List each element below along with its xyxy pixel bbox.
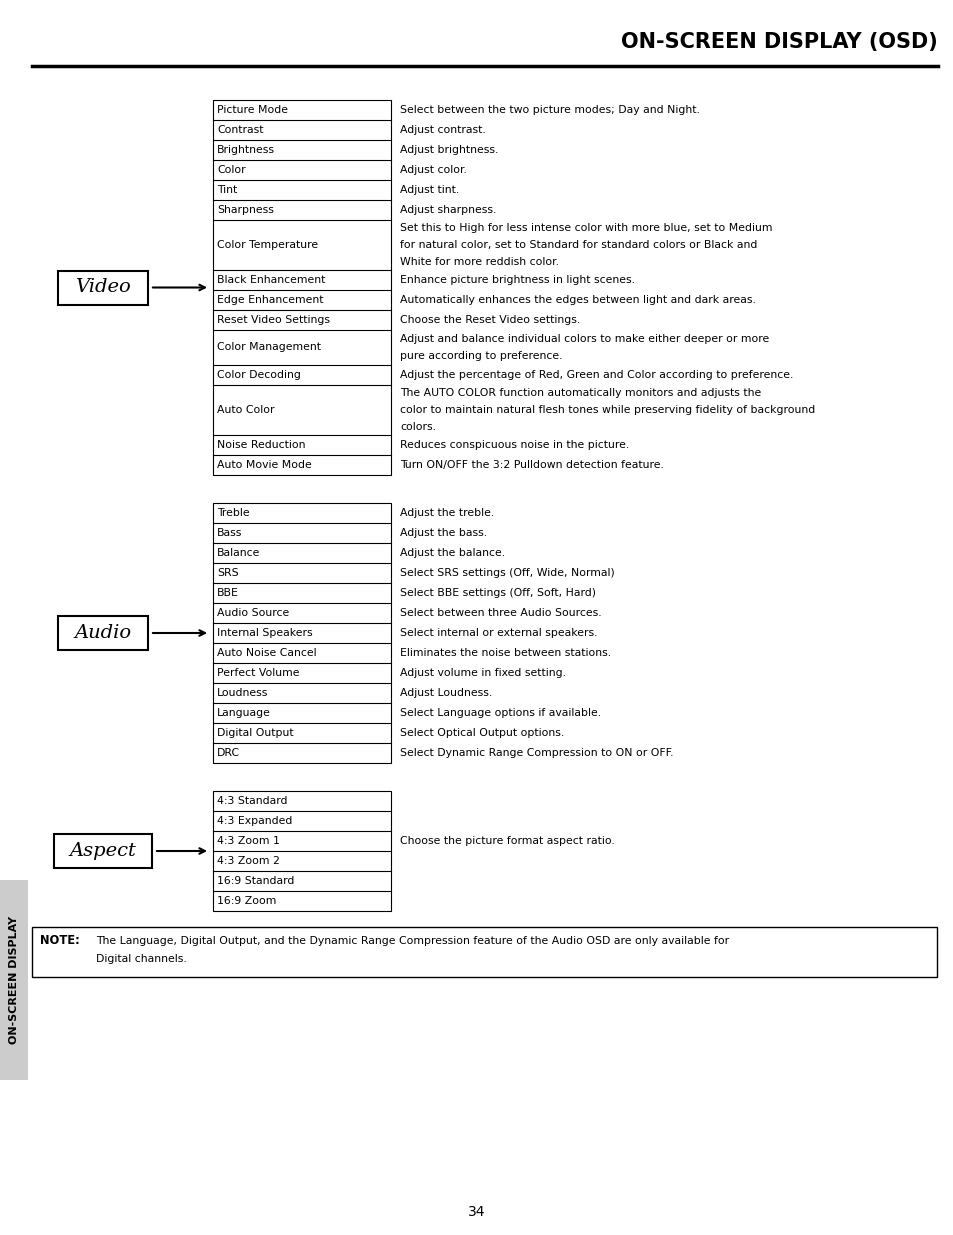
- Text: Edge Enhancement: Edge Enhancement: [216, 295, 323, 305]
- Bar: [58, 270, 148, 305]
- Text: Select BBE settings (Off, Soft, Hard): Select BBE settings (Off, Soft, Hard): [399, 588, 596, 598]
- Text: Turn ON/OFF the 3:2 Pulldown detection feature.: Turn ON/OFF the 3:2 Pulldown detection f…: [399, 459, 663, 471]
- Text: Select Language options if available.: Select Language options if available.: [399, 708, 600, 718]
- Text: Loudness: Loudness: [216, 688, 268, 698]
- Text: Select between three Audio Sources.: Select between three Audio Sources.: [399, 608, 601, 618]
- Text: SRS: SRS: [216, 568, 238, 578]
- Text: Adjust the balance.: Adjust the balance.: [399, 548, 504, 558]
- Text: Internal Speakers: Internal Speakers: [216, 629, 313, 638]
- Text: Aspect: Aspect: [70, 842, 136, 860]
- Text: Adjust contrast.: Adjust contrast.: [399, 125, 485, 135]
- Text: Select SRS settings (Off, Wide, Normal): Select SRS settings (Off, Wide, Normal): [399, 568, 614, 578]
- Text: Color Decoding: Color Decoding: [216, 370, 300, 380]
- Bar: [213, 790, 391, 911]
- Text: Color: Color: [216, 165, 245, 175]
- Text: Contrast: Contrast: [216, 125, 263, 135]
- Text: Brightness: Brightness: [216, 144, 274, 156]
- Text: color to maintain natural flesh tones while preserving fidelity of background: color to maintain natural flesh tones wh…: [399, 405, 815, 415]
- Text: Select Dynamic Range Compression to ON or OFF.: Select Dynamic Range Compression to ON o…: [399, 748, 673, 758]
- Text: Choose the Reset Video settings.: Choose the Reset Video settings.: [399, 315, 579, 325]
- Text: 4:3 Zoom 2: 4:3 Zoom 2: [216, 856, 279, 866]
- Bar: [213, 503, 391, 763]
- Text: Adjust color.: Adjust color.: [399, 165, 466, 175]
- Text: Black Enhancement: Black Enhancement: [216, 275, 325, 285]
- Text: colors.: colors.: [399, 421, 436, 432]
- Text: ON-SCREEN DISPLAY (OSD): ON-SCREEN DISPLAY (OSD): [620, 32, 937, 52]
- Bar: [54, 834, 152, 868]
- Text: NOTE:: NOTE:: [40, 935, 80, 947]
- Text: Color Temperature: Color Temperature: [216, 240, 317, 249]
- Text: Tint: Tint: [216, 185, 237, 195]
- Text: Adjust the bass.: Adjust the bass.: [399, 529, 487, 538]
- Text: 4:3 Zoom 1: 4:3 Zoom 1: [216, 836, 279, 846]
- Text: Reset Video Settings: Reset Video Settings: [216, 315, 330, 325]
- Text: ON-SCREEN DISPLAY: ON-SCREEN DISPLAY: [9, 916, 19, 1044]
- Text: Language: Language: [216, 708, 271, 718]
- Text: Adjust the percentage of Red, Green and Color according to preference.: Adjust the percentage of Red, Green and …: [399, 370, 793, 380]
- Text: Adjust tint.: Adjust tint.: [399, 185, 458, 195]
- Bar: [58, 616, 148, 650]
- Text: The Language, Digital Output, and the Dynamic Range Compression feature of the A: The Language, Digital Output, and the Dy…: [96, 936, 728, 946]
- Text: Noise Reduction: Noise Reduction: [216, 440, 305, 450]
- Text: White for more reddish color.: White for more reddish color.: [399, 257, 558, 267]
- Text: Adjust the treble.: Adjust the treble.: [399, 508, 494, 517]
- Bar: [0, 881, 28, 1079]
- Text: pure according to preference.: pure according to preference.: [399, 351, 562, 362]
- Text: Set this to High for less intense color with more blue, set to Medium: Set this to High for less intense color …: [399, 224, 772, 233]
- Text: Auto Color: Auto Color: [216, 405, 274, 415]
- Text: Select Optical Output options.: Select Optical Output options.: [399, 727, 563, 739]
- Text: 34: 34: [468, 1205, 485, 1219]
- Text: Automatically enhances the edges between light and dark areas.: Automatically enhances the edges between…: [399, 295, 755, 305]
- Text: 4:3 Expanded: 4:3 Expanded: [216, 816, 292, 826]
- Bar: [32, 927, 936, 977]
- Text: Perfect Volume: Perfect Volume: [216, 668, 299, 678]
- Text: Adjust Loudness.: Adjust Loudness.: [399, 688, 492, 698]
- Text: 16:9 Zoom: 16:9 Zoom: [216, 897, 276, 906]
- Text: Color Management: Color Management: [216, 342, 320, 352]
- Text: Adjust volume in fixed setting.: Adjust volume in fixed setting.: [399, 668, 565, 678]
- Text: Select between the two picture modes; Day and Night.: Select between the two picture modes; Da…: [399, 105, 700, 115]
- Bar: [213, 100, 391, 475]
- Text: Digital channels.: Digital channels.: [96, 953, 187, 965]
- Text: Reduces conspicuous noise in the picture.: Reduces conspicuous noise in the picture…: [399, 440, 629, 450]
- Text: Digital Output: Digital Output: [216, 727, 294, 739]
- Text: Adjust sharpness.: Adjust sharpness.: [399, 205, 496, 215]
- Text: Audio: Audio: [74, 624, 132, 642]
- Text: Audio Source: Audio Source: [216, 608, 289, 618]
- Text: Select internal or external speakers.: Select internal or external speakers.: [399, 629, 597, 638]
- Text: Adjust brightness.: Adjust brightness.: [399, 144, 497, 156]
- Text: Eliminates the noise between stations.: Eliminates the noise between stations.: [399, 648, 611, 658]
- Text: Enhance picture brightness in light scenes.: Enhance picture brightness in light scen…: [399, 275, 635, 285]
- Text: Video: Video: [75, 279, 131, 296]
- Text: Auto Movie Mode: Auto Movie Mode: [216, 459, 312, 471]
- Text: Sharpness: Sharpness: [216, 205, 274, 215]
- Text: DRC: DRC: [216, 748, 240, 758]
- Text: 4:3 Standard: 4:3 Standard: [216, 797, 287, 806]
- Text: for natural color, set to Standard for standard colors or Black and: for natural color, set to Standard for s…: [399, 240, 757, 249]
- Text: Adjust and balance individual colors to make either deeper or more: Adjust and balance individual colors to …: [399, 333, 768, 343]
- Text: Balance: Balance: [216, 548, 260, 558]
- Text: BBE: BBE: [216, 588, 238, 598]
- Text: 16:9 Standard: 16:9 Standard: [216, 876, 294, 885]
- Text: Treble: Treble: [216, 508, 250, 517]
- Text: Picture Mode: Picture Mode: [216, 105, 288, 115]
- Text: Bass: Bass: [216, 529, 242, 538]
- Text: The AUTO COLOR function automatically monitors and adjusts the: The AUTO COLOR function automatically mo…: [399, 388, 760, 399]
- Text: Auto Noise Cancel: Auto Noise Cancel: [216, 648, 316, 658]
- Text: Choose the picture format aspect ratio.: Choose the picture format aspect ratio.: [399, 836, 614, 846]
